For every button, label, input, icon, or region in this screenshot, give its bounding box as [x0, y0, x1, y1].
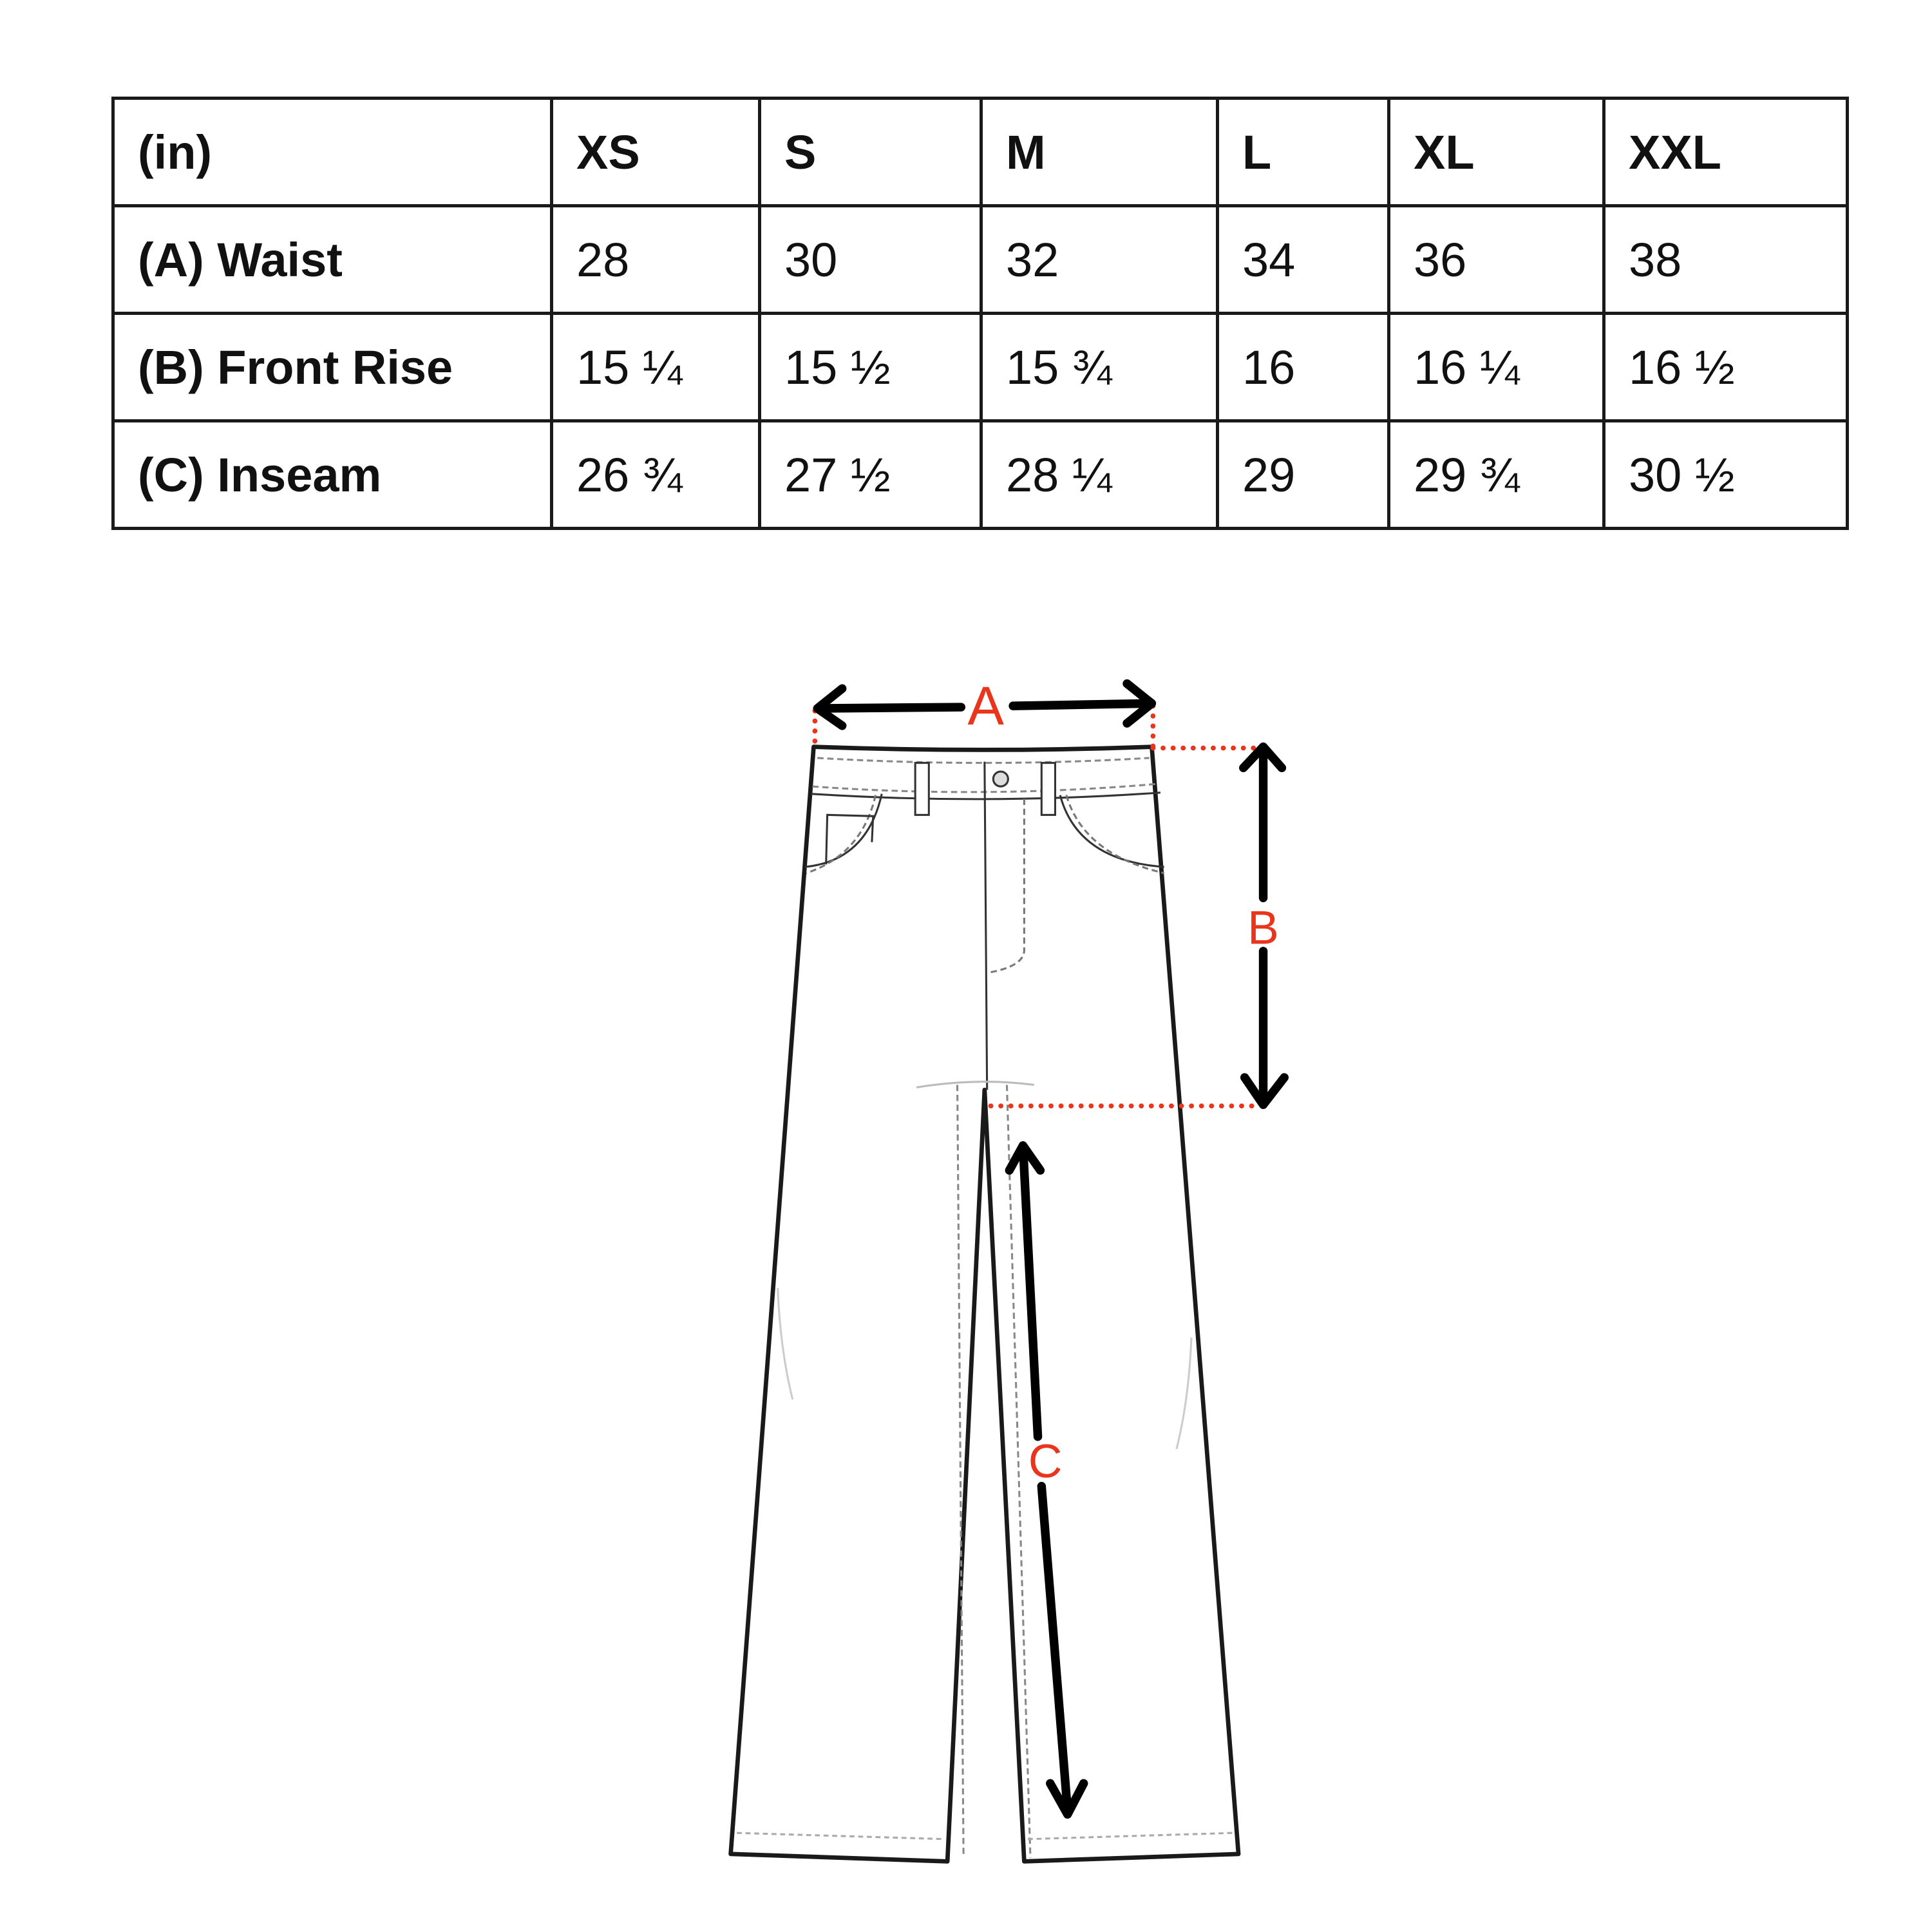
measurement-arrows: [813, 679, 1289, 1819]
table-cell: 15 ¼: [550, 312, 761, 422]
size-header: XS: [550, 97, 761, 207]
table-row-waist: (A) Waist 28 30 32 34 36 38: [111, 204, 1849, 315]
table-cell: 27 ½: [758, 419, 983, 530]
arrow-b-icon: [1239, 742, 1289, 1110]
table-cell: 16: [1216, 312, 1390, 422]
table-cell: 36: [1387, 204, 1605, 315]
row-label: (C) Inseam: [111, 419, 553, 530]
arrow-a-icon: [813, 679, 1157, 730]
table-cell: 29 ¾: [1387, 419, 1605, 530]
table-cell: 16 ½: [1602, 312, 1849, 422]
size-header: S: [758, 97, 983, 207]
row-label: (B) Front Rise: [111, 312, 553, 422]
table-cell: 15 ½: [758, 312, 983, 422]
unit-header: (in): [111, 97, 553, 207]
guide-lines: [812, 703, 1264, 1109]
size-header: L: [1216, 97, 1390, 207]
size-header: M: [980, 97, 1219, 207]
size-chart-table: (in) XS S M L XL XXL (A) Waist 28 30 32 …: [111, 97, 1849, 530]
table-cell: 32: [980, 204, 1219, 315]
table-cell: 28 ¼: [980, 419, 1219, 530]
arrow-c-icon: [1005, 1141, 1088, 1819]
pants-details: [737, 757, 1234, 1858]
pants-outline: [728, 744, 1241, 1864]
table-cell: 34: [1216, 204, 1390, 315]
row-label: (A) Waist: [111, 204, 553, 315]
table-cell: 30: [758, 204, 983, 315]
label-b: B: [1247, 902, 1279, 954]
table-cell: 16 ¼: [1387, 312, 1605, 422]
table-cell: 38: [1602, 204, 1849, 315]
table-cell: 26 ¾: [550, 419, 761, 530]
header-row: (in) XS S M L XL XXL: [111, 97, 1849, 207]
label-a: A: [968, 675, 1005, 736]
table-cell: 30 ½: [1602, 419, 1849, 530]
table-row-inseam: (C) Inseam 26 ¾ 27 ½ 28 ¼ 29 29 ¾ 30 ½: [111, 419, 1849, 530]
size-header: XL: [1387, 97, 1605, 207]
size-header: XXL: [1602, 97, 1849, 207]
table-row-front-rise: (B) Front Rise 15 ¼ 15 ½ 15 ¾ 16 16 ¼ 16…: [111, 312, 1849, 422]
table-cell: 15 ¾: [980, 312, 1219, 422]
table-cell: 28: [550, 204, 761, 315]
table-cell: 29: [1216, 419, 1390, 530]
label-c: C: [1028, 1435, 1063, 1488]
